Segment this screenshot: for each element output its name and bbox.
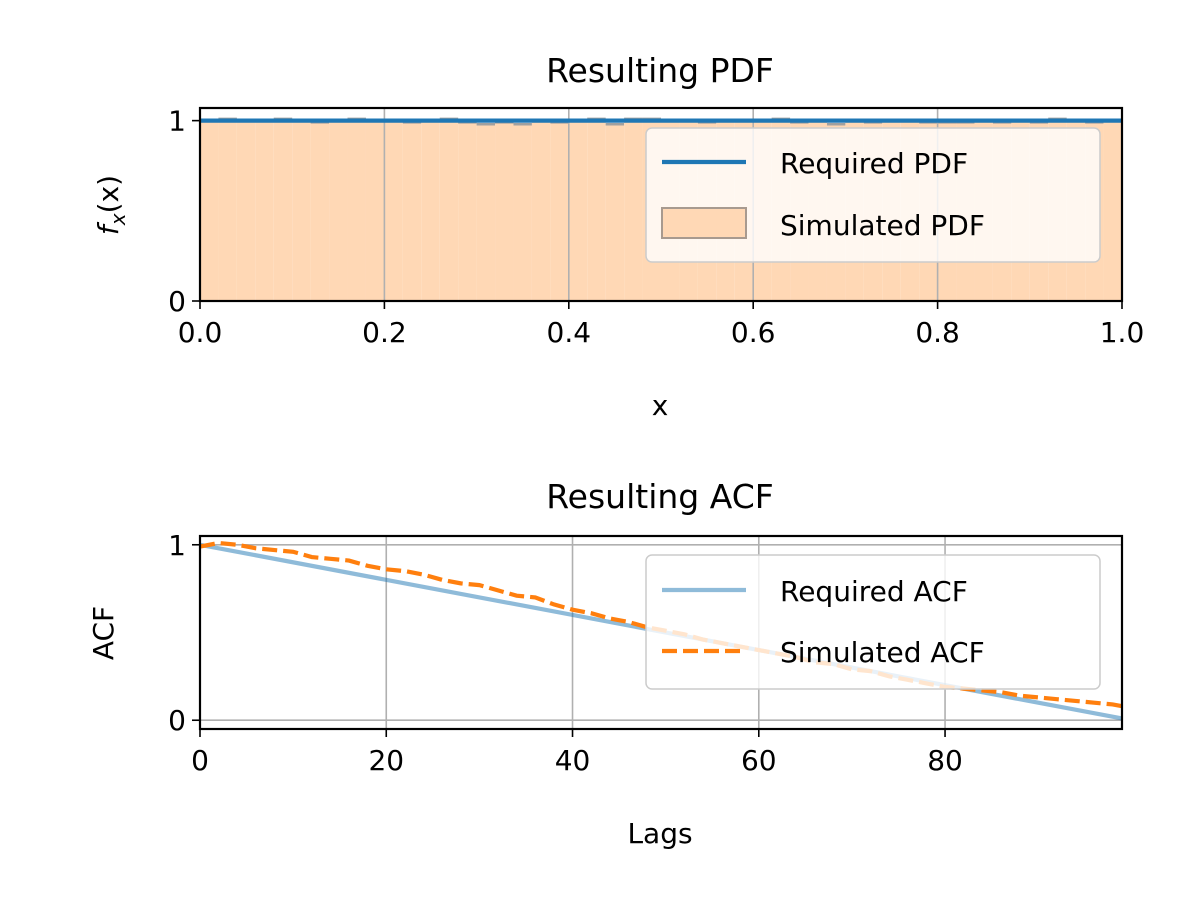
histogram-bar	[439, 118, 459, 301]
histogram-bar	[200, 120, 219, 302]
pdf-chart: Resulting PDF 0.0 0.2 0.4 0.6 0.8 1.0 0 1 x fx(…	[92, 51, 1144, 422]
histogram-bar	[624, 118, 643, 301]
histogram-bar	[255, 120, 274, 302]
pdf-chart-title: Resulting PDF	[546, 51, 774, 90]
histogram-bar	[421, 120, 440, 302]
x-tick-label: 60	[741, 744, 777, 777]
acf-x-axis-label: Lags	[627, 817, 692, 850]
y-tick-label: 1	[168, 105, 186, 138]
acf-chart-title: Resulting ACF	[546, 477, 774, 516]
x-tick-label: 0.0	[178, 316, 223, 349]
x-tick-label: 0.6	[731, 316, 776, 349]
histogram-bar	[568, 120, 588, 302]
histogram-bar	[218, 118, 237, 301]
acf-legend-box	[645, 554, 1101, 690]
y-tick-label: 0	[168, 285, 186, 318]
histogram-bar	[273, 118, 293, 301]
x-tick-label: 20	[368, 744, 404, 777]
pdf-x-axis-label: x	[652, 389, 669, 422]
histogram-bar	[605, 124, 625, 301]
histogram-bar	[384, 120, 403, 302]
histogram-bar	[347, 118, 366, 301]
y-tick-label: 1	[168, 529, 186, 562]
pdf-y-axis-label: fx(x)	[92, 175, 130, 235]
histogram-bar	[402, 122, 422, 302]
acf-y-axis-label: ACF	[87, 606, 120, 660]
histogram-bar	[292, 120, 311, 302]
histogram-bar	[236, 120, 256, 302]
histogram-bar	[550, 122, 569, 302]
histogram-bar	[458, 122, 477, 302]
pdf-axes-frame	[198, 106, 1124, 303]
acf-chart: Resulting ACF 0 20 40 60 80 0 1 Lags ACF Requi…	[87, 477, 1124, 850]
histogram-bar	[329, 120, 348, 302]
histogram-bar	[495, 122, 514, 302]
histogram-bar	[513, 124, 532, 301]
histogram-bar	[476, 124, 496, 301]
y-tick-label: 0	[168, 704, 186, 737]
histogram-bar	[1103, 120, 1122, 302]
x-tick-label: 0.8	[915, 316, 960, 349]
x-tick-label: 80	[927, 744, 963, 777]
x-tick-label: 0.4	[547, 316, 592, 349]
legend-simulated-pdf-label: Simulated PDF	[780, 209, 985, 242]
x-tick-label: 0.2	[362, 316, 407, 349]
legend-required-pdf-label: Required PDF	[780, 147, 968, 180]
pdf-legend: Required PDF Simulated PDF	[645, 127, 1101, 263]
acf-legend: Required ACF Simulated ACF	[645, 554, 1101, 690]
acf-axes-frame	[198, 534, 1124, 731]
acf-ticks: 0 20 40 60 80 0 1	[168, 529, 963, 777]
pdf-y-label-sub: x	[106, 213, 130, 226]
histogram-bar	[310, 122, 330, 302]
pdf-legend-box	[645, 127, 1101, 263]
legend-simulated-acf-label: Simulated ACF	[780, 636, 985, 669]
legend-simulated-pdf-swatch	[661, 207, 747, 239]
x-tick-label: 40	[555, 744, 591, 777]
x-tick-label: 1.0	[1100, 316, 1145, 349]
pdf-ticks: 0.0 0.2 0.4 0.6 0.8 1.0 0 1	[168, 105, 1144, 349]
histogram-bar	[365, 120, 385, 302]
histogram-bar	[531, 120, 551, 302]
legend-required-acf-label: Required ACF	[780, 575, 968, 608]
histogram-bar	[587, 118, 606, 301]
pdf-y-label-arg: (x)	[92, 175, 125, 213]
x-tick-label: 0	[191, 744, 209, 777]
